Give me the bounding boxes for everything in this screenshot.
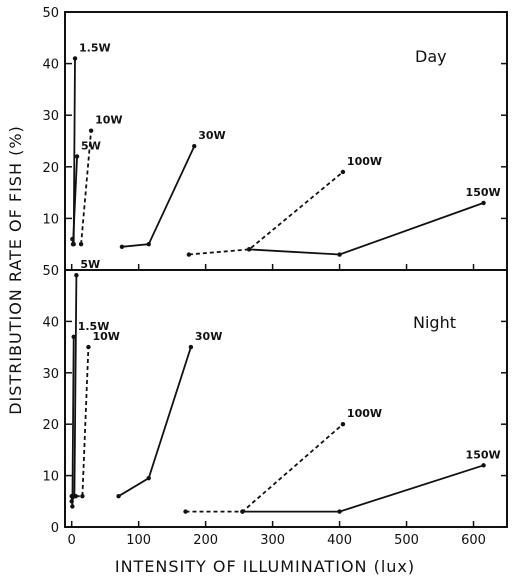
series-label-night-30W: 30W xyxy=(195,330,222,343)
series-line-night-100W xyxy=(185,423,344,513)
data-point-night-1.5W-2 xyxy=(71,334,76,340)
data-point-day-30W-2 xyxy=(192,143,197,149)
y-tick-label-day-50: 50 xyxy=(42,6,59,21)
y-tick-label-day-10: 10 xyxy=(42,212,59,227)
x-tick-label-300: 300 xyxy=(260,533,285,548)
y-tick-label-day-20: 20 xyxy=(42,161,59,176)
series-line-day-100W xyxy=(188,171,344,256)
y-tick-label-night-40: 40 xyxy=(42,315,59,330)
series-label-day-30W: 30W xyxy=(198,129,225,142)
data-point-day-30W-1 xyxy=(146,242,151,247)
y-tick-label-night-0: 0 xyxy=(51,521,59,536)
data-point-night-30W-1 xyxy=(146,475,151,481)
y-tick-label-night-20: 20 xyxy=(42,418,59,433)
series-line-day-5W xyxy=(72,156,78,245)
data-point-night-100W-2 xyxy=(340,422,346,427)
series-line-night-30W xyxy=(118,346,192,497)
night-panel-label: Night xyxy=(413,313,456,332)
data-point-day-10W-1 xyxy=(88,128,94,133)
data-point-night-150W-2 xyxy=(481,463,486,468)
x-tick-label-600: 600 xyxy=(461,533,486,548)
series-label-night-5W: 5W xyxy=(80,258,100,271)
series-label-night-150W: 150W xyxy=(466,448,501,461)
data-point-night-100W-0 xyxy=(183,509,188,514)
data-point-day-30W-0 xyxy=(119,244,125,249)
series-line-day-10W xyxy=(80,130,92,245)
data-point-day-10W-0 xyxy=(78,242,84,247)
data-point-day-150W-1 xyxy=(337,252,342,257)
series-label-day-5W: 5W xyxy=(81,139,101,152)
series-label-night-10W: 10W xyxy=(92,330,119,343)
series-label-day-150W: 150W xyxy=(466,186,501,199)
data-point-night-30W-2 xyxy=(188,344,194,350)
data-point-night-10W-0 xyxy=(73,493,78,499)
y-tick-label-night-30: 30 xyxy=(42,367,59,382)
data-point-night-1.5W-1 xyxy=(70,504,75,509)
day-panel-label: Day xyxy=(415,47,447,66)
series-label-night-100W: 100W xyxy=(347,407,382,420)
x-tick-label-0: 0 xyxy=(68,533,76,548)
y-tick-label-day-40: 40 xyxy=(42,58,59,73)
y-tick-label-day-30: 30 xyxy=(42,109,59,124)
data-point-day-150W-0 xyxy=(246,247,252,252)
data-point-night-30W-0 xyxy=(116,493,121,499)
y-tick-label-night-10: 10 xyxy=(42,470,59,485)
night-panel-frame xyxy=(64,269,508,528)
series-label-day-10W: 10W xyxy=(95,114,122,127)
series-line-day-30W xyxy=(121,145,196,248)
series-label-day-100W: 100W xyxy=(347,155,382,168)
series-line-night-10W xyxy=(75,347,90,498)
data-point-day-150W-2 xyxy=(481,200,486,206)
data-point-night-150W-1 xyxy=(337,509,342,514)
x-axis-title: INTENSITY OF ILLUMINATION (lux) xyxy=(115,557,415,576)
series-line-night-1.5W xyxy=(70,336,75,507)
x-tick-label-100: 100 xyxy=(126,533,151,548)
y-axis-title: DISTRIBUTION RATE OF FISH (%) xyxy=(6,125,25,415)
x-tick-label-500: 500 xyxy=(394,533,419,548)
data-point-night-5W-2 xyxy=(74,272,79,278)
data-point-day-1.5W-2 xyxy=(72,56,78,61)
series-label-day-1.5W: 1.5W xyxy=(79,41,111,54)
data-point-day-5W-1 xyxy=(74,154,80,159)
series-line-night-150W xyxy=(242,464,484,513)
series-line-day-150W xyxy=(249,202,484,256)
data-point-day-100W-2 xyxy=(340,169,346,175)
y-tick-label-night-50: 50 xyxy=(42,264,59,279)
data-point-night-150W-0 xyxy=(240,509,245,514)
x-tick-label-200: 200 xyxy=(193,533,218,548)
data-point-night-1.5W-0 xyxy=(69,493,74,499)
data-point-night-10W-1 xyxy=(80,493,85,499)
x-tick-label-400: 400 xyxy=(327,533,352,548)
series-label-night-1.5W: 1.5W xyxy=(78,320,110,333)
data-point-day-100W-0 xyxy=(186,252,192,257)
data-point-day-5W-0 xyxy=(70,242,76,247)
data-point-night-10W-2 xyxy=(86,344,91,350)
